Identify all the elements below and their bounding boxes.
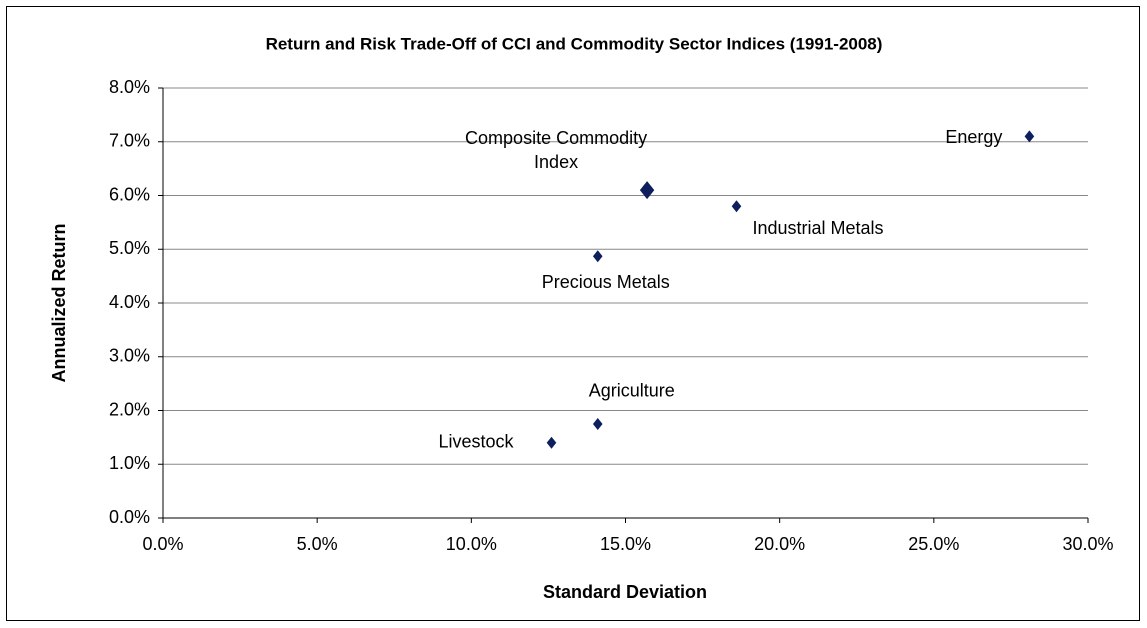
y-tick-label: 3.0% (109, 346, 150, 366)
x-tick-label: 30.0% (1062, 534, 1113, 554)
y-tick-label: 2.0% (109, 399, 150, 419)
y-tick-label: 4.0% (109, 292, 150, 312)
point-label: Precious Metals (542, 272, 670, 292)
y-tick-label: 5.0% (109, 238, 150, 258)
point-label: Agriculture (589, 381, 675, 401)
data-point (592, 250, 603, 263)
data-point (592, 417, 603, 430)
x-tick-label: 10.0% (446, 534, 497, 554)
data-point (731, 200, 742, 213)
point-label: Composite Commodity Index (465, 128, 648, 173)
point-label-box: Composite Commodity Index (465, 128, 648, 173)
data-point (546, 436, 557, 449)
y-tick-label: 1.0% (109, 453, 150, 473)
point-label: Industrial Metals (753, 218, 884, 238)
point-label: Energy (945, 127, 1002, 147)
y-tick-label: 6.0% (109, 184, 150, 204)
y-tick-label: 0.0% (109, 507, 150, 527)
chart-title: Return and Risk Trade-Off of CCI and Com… (266, 34, 883, 53)
chart-frame (6, 6, 1140, 621)
x-tick-label: 25.0% (908, 534, 959, 554)
y-tick-label: 8.0% (109, 77, 150, 97)
data-point (639, 181, 655, 200)
x-tick-label: 15.0% (600, 534, 651, 554)
point-label: Livestock (438, 432, 514, 452)
x-tick-label: 20.0% (754, 534, 805, 554)
x-tick-label: 5.0% (297, 534, 338, 554)
x-tick-label: 0.0% (142, 534, 183, 554)
y-axis-title: Annualized Return (49, 223, 69, 382)
data-point (1024, 130, 1035, 143)
y-tick-label: 7.0% (109, 131, 150, 151)
x-axis-title: Standard Deviation (543, 582, 707, 602)
